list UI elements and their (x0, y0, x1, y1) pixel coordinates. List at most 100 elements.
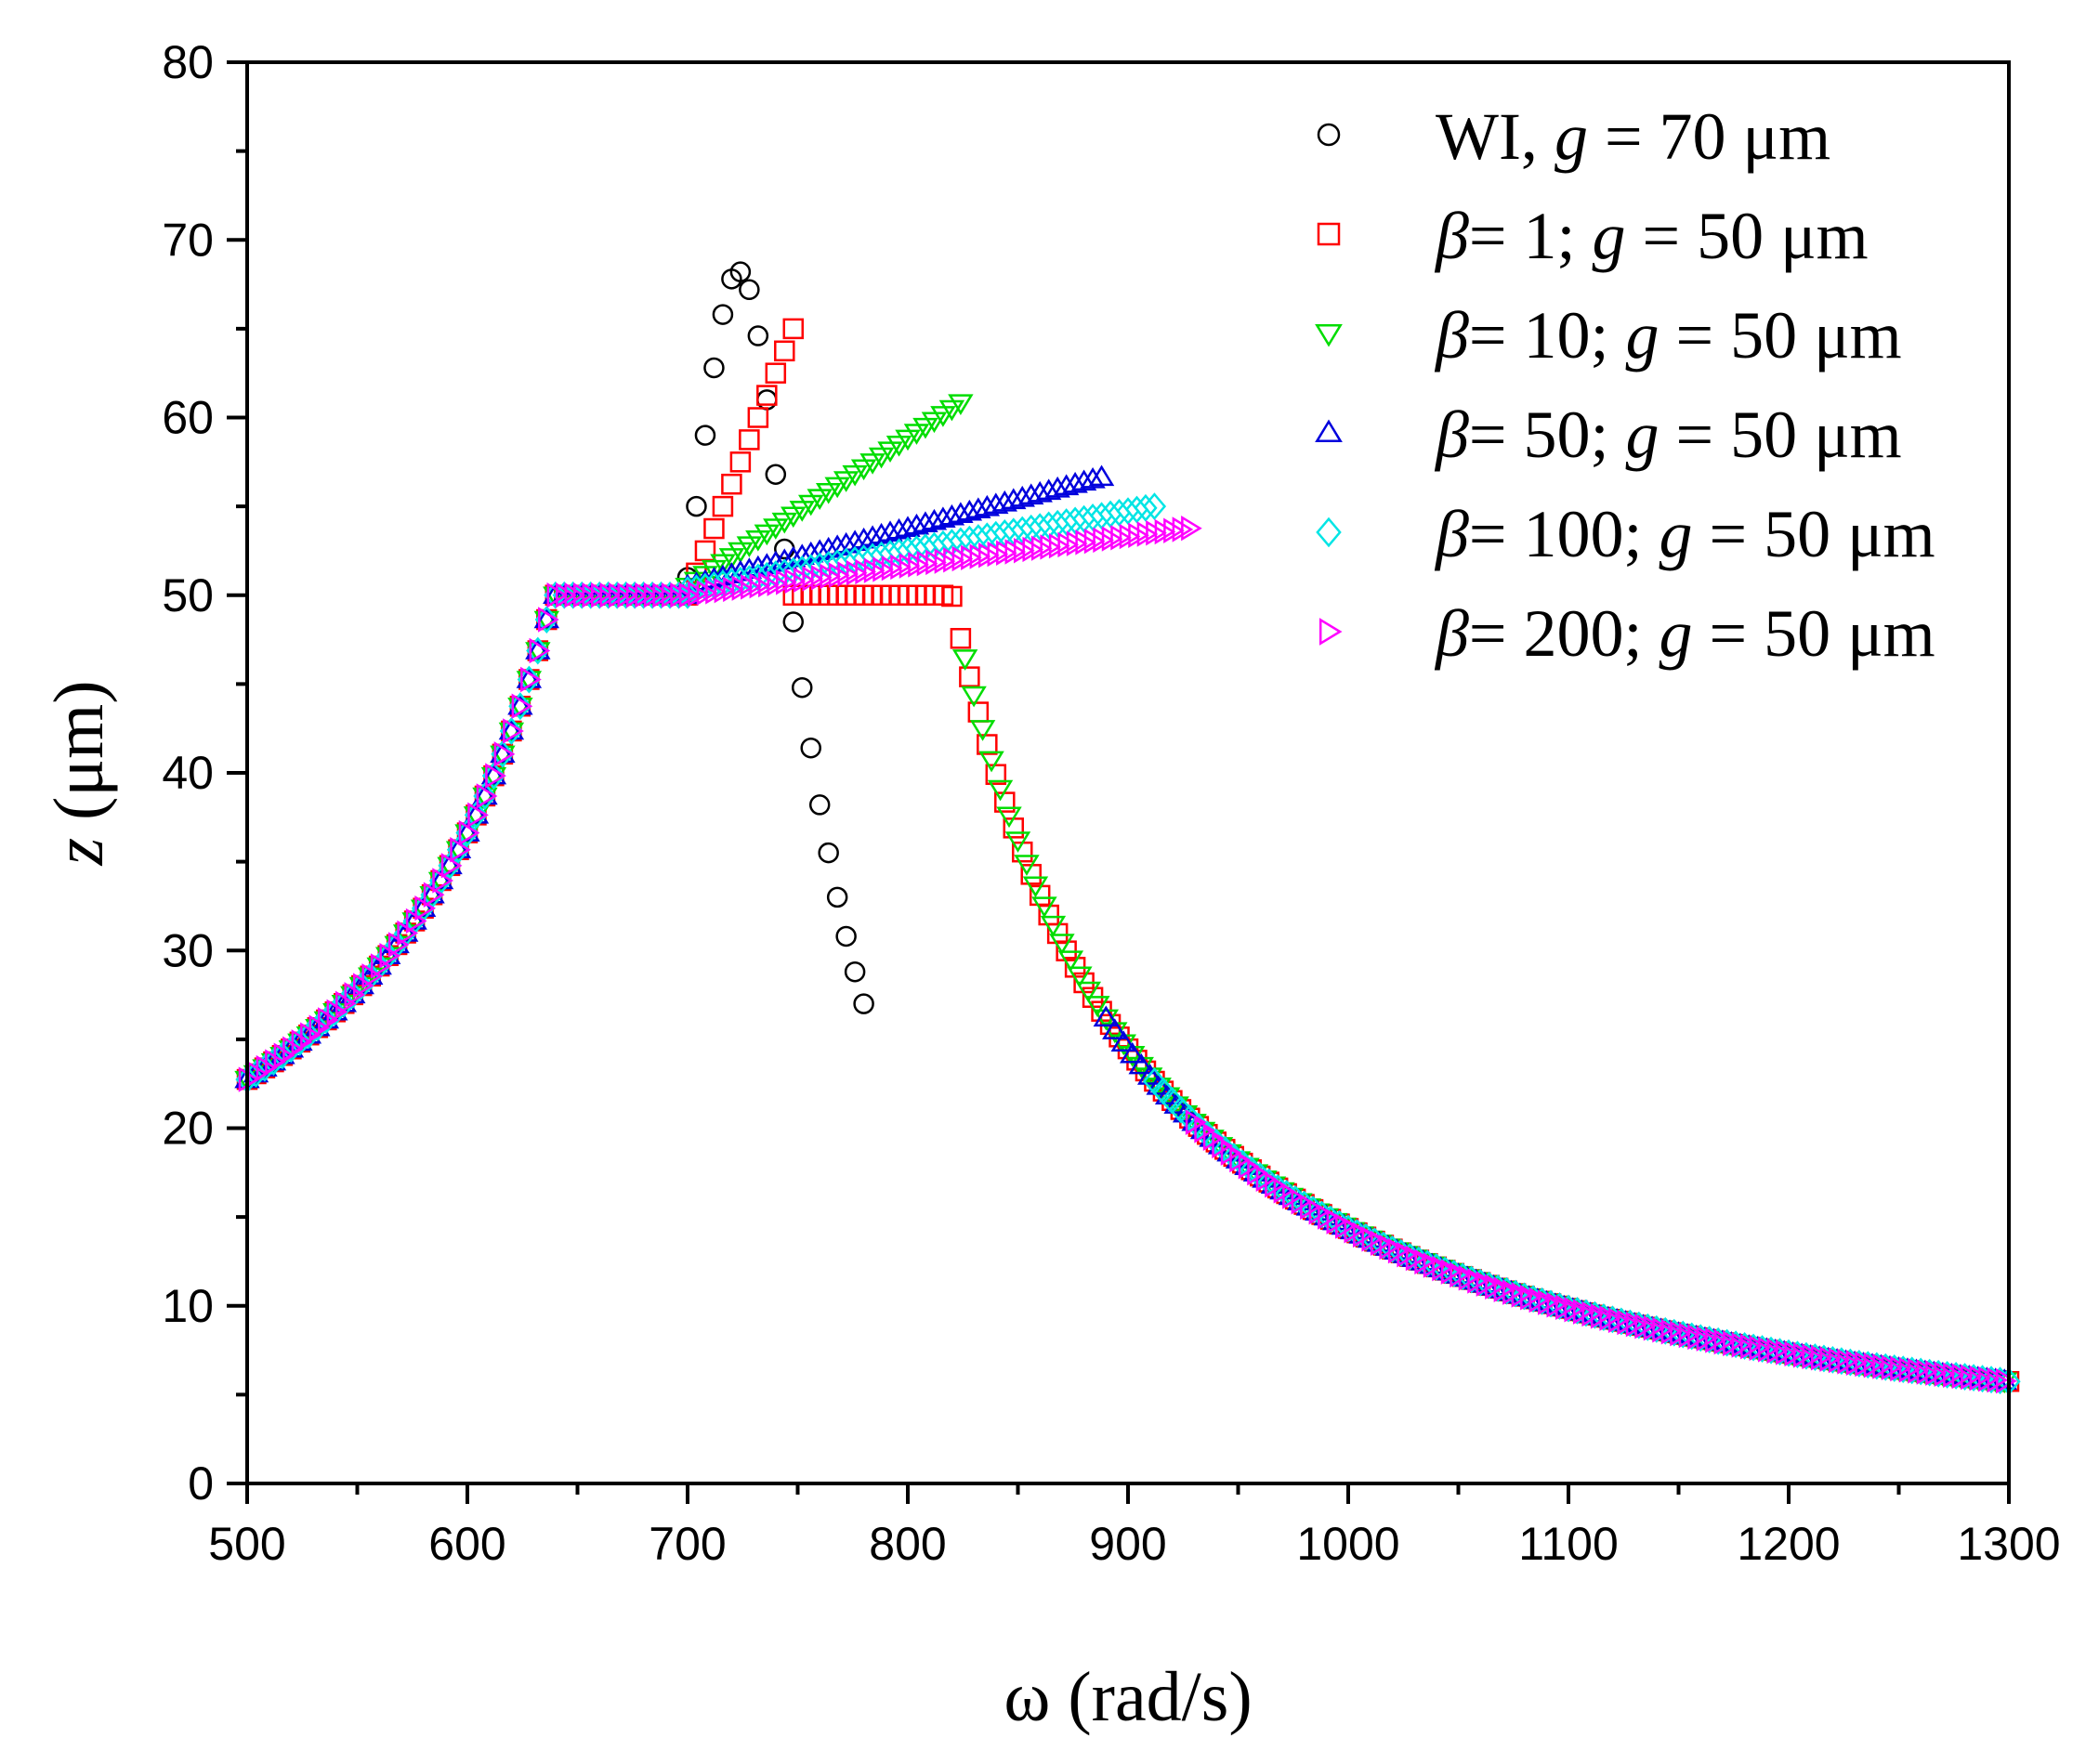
data-point (747, 407, 769, 428)
data-point (1035, 478, 1062, 501)
y-tick-label: 20 (162, 1103, 214, 1155)
data-point (948, 394, 974, 415)
data-point (983, 492, 1009, 515)
data-point (961, 686, 987, 708)
y-tick-label: 40 (162, 747, 214, 799)
data-point (950, 628, 972, 649)
legend-text-part: = 50 μm (1659, 298, 1901, 372)
x-tick-label: 1000 (1296, 1518, 1399, 1570)
data-point (485, 763, 506, 789)
data-point (703, 357, 725, 379)
data-point (930, 506, 956, 529)
data-point (1154, 1083, 1181, 1104)
data-point (782, 611, 805, 633)
x-tick-label: 1100 (1518, 1518, 1619, 1570)
data-point (765, 464, 787, 485)
data-point (835, 925, 857, 947)
data-point (842, 464, 868, 487)
data-point (1084, 996, 1110, 1017)
data-point (1053, 474, 1080, 496)
data-point (965, 497, 991, 519)
data-point (1128, 1052, 1154, 1075)
data-point (712, 304, 734, 325)
data-point (824, 534, 850, 556)
data-point (948, 502, 974, 524)
legend-text-part: = 50 μm (1692, 596, 1935, 671)
data-point (747, 325, 769, 346)
x-tick-label: 600 (428, 1518, 505, 1570)
data-point (729, 261, 752, 282)
data-point (1057, 950, 1084, 973)
data-point (818, 842, 839, 864)
data-point (701, 559, 728, 581)
legend-text-part: = 100; (1469, 497, 1660, 571)
y-tick-label: 0 (188, 1457, 214, 1509)
data-point (921, 412, 948, 434)
legend-var: g (1659, 596, 1692, 671)
data-point (703, 517, 725, 540)
data-point (781, 545, 807, 568)
legend-label: β= 10; g = 50 μm (1434, 298, 1902, 372)
legend-var: β (1434, 199, 1469, 273)
data-point (1093, 1005, 1120, 1027)
data-point (921, 508, 948, 530)
data-point (844, 960, 866, 983)
data-point (886, 517, 912, 540)
data-point (903, 513, 930, 535)
data-point (868, 447, 895, 469)
data-point (756, 389, 778, 411)
data-point (538, 607, 559, 633)
legend-text-part: = 50; (1469, 398, 1626, 472)
data-point (686, 495, 707, 517)
data-point (763, 518, 789, 540)
data-point (833, 531, 859, 554)
data-point (1070, 469, 1097, 491)
data-point (991, 490, 1017, 512)
data-point (493, 741, 516, 767)
x-tick-label: 1300 (1957, 1518, 2060, 1570)
legend-label: WI, g = 70 μm (1436, 99, 1830, 174)
legend-var: g (1625, 298, 1659, 372)
data-point (974, 494, 1001, 516)
data-point (1001, 488, 1027, 510)
data-point (1018, 483, 1044, 505)
y-tick-label: 10 (162, 1280, 214, 1332)
data-point (903, 424, 930, 445)
data-point (1080, 466, 1106, 489)
legend-var: β (1434, 398, 1469, 472)
data-point (969, 720, 996, 741)
data-point (850, 459, 877, 481)
data-point (791, 676, 813, 699)
x-tick-label: 700 (649, 1518, 726, 1570)
legend-text-part: = 50 μm (1625, 199, 1868, 273)
data-point (833, 471, 859, 492)
series-0 (676, 261, 874, 1014)
data-point (782, 318, 805, 340)
data-point (1022, 876, 1049, 898)
data-point (938, 503, 965, 526)
data-point (736, 536, 763, 557)
data-point (938, 399, 965, 422)
data-point (1067, 966, 1093, 988)
data-point (886, 435, 912, 457)
data-point (798, 494, 824, 516)
legend-marker (1315, 419, 1343, 443)
data-point (951, 649, 978, 671)
data-point (511, 693, 533, 719)
legend-text-part: = 50 μm (1659, 398, 1901, 472)
data-point (959, 666, 980, 687)
series-1 (236, 318, 2020, 1392)
data-point (1163, 1092, 1189, 1114)
data-point (853, 993, 874, 1014)
data-point (694, 540, 716, 562)
data-point (985, 764, 1007, 785)
y-tick-label: 50 (162, 569, 214, 621)
legend-label: β= 200; g = 50 μm (1434, 596, 1935, 671)
data-point (754, 524, 781, 546)
series-5 (238, 515, 2017, 1394)
data-point (895, 516, 921, 538)
data-point (1004, 831, 1031, 853)
x-tick-label: 900 (1089, 1518, 1166, 1570)
data-point (729, 451, 752, 473)
